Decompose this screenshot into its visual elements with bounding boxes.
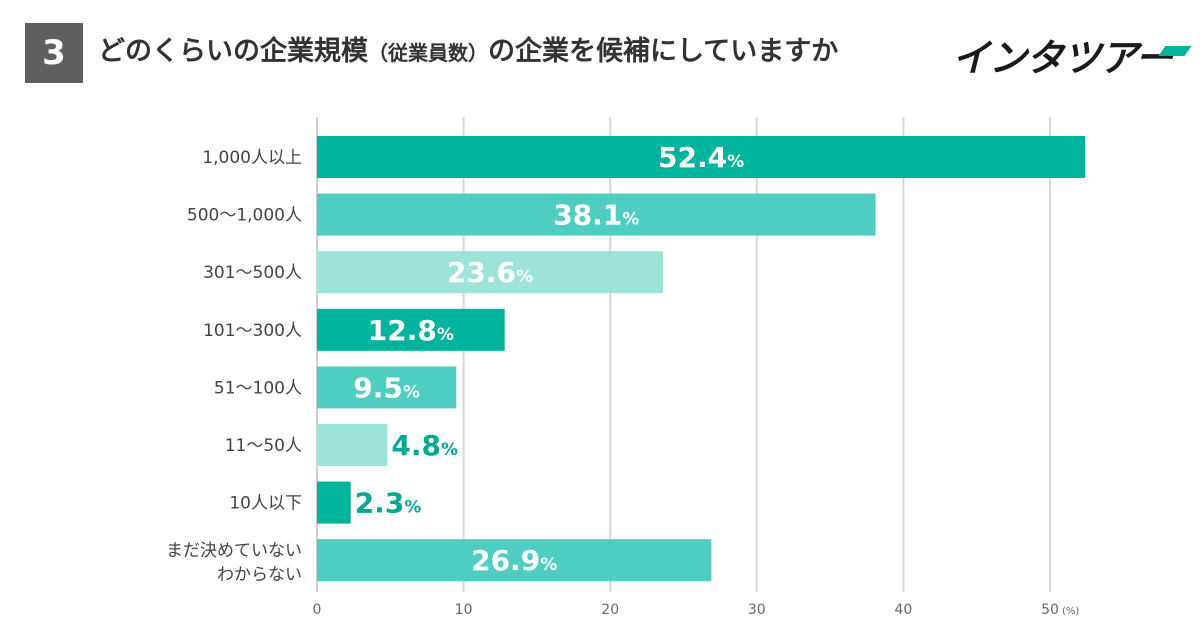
- data-label: 23.6%: [447, 256, 533, 289]
- tick-label: 40: [894, 602, 912, 618]
- data-label: 2.3%: [355, 487, 422, 520]
- tick-label: 30: [748, 602, 766, 618]
- data-label: 4.8%: [391, 429, 458, 462]
- data-label: 26.9%: [471, 544, 557, 577]
- bar: [317, 424, 388, 466]
- tick-label: 20: [601, 602, 619, 618]
- header: 3 どのくらいの企業規模（従業員数）の企業を候補にしていますか インタツアー: [0, 0, 1200, 100]
- data-label: 38.1%: [553, 199, 639, 232]
- tick-label: 10: [455, 602, 473, 618]
- bar: [317, 308, 505, 351]
- bar: [317, 251, 663, 294]
- data-label: 52.4%: [658, 141, 744, 174]
- category-label: まだ決めていない: [166, 541, 302, 561]
- title-tail: の企業を候補にしていますか: [488, 36, 839, 67]
- tick-label: 0: [313, 602, 322, 618]
- category-label: 10人以下: [229, 494, 302, 514]
- category-label: 51〜100人: [214, 378, 302, 398]
- bar: [317, 481, 351, 524]
- bar: [317, 136, 1086, 178]
- category-label: 500〜1,000人: [187, 206, 302, 226]
- tick-label: 50: [1041, 602, 1059, 618]
- category-label: 11〜50人: [225, 436, 302, 456]
- data-label: 12.8%: [368, 314, 454, 347]
- category-label: 101〜300人: [203, 321, 302, 341]
- category-label: 301〜500人: [203, 263, 302, 283]
- category-label: 1,000人以上: [202, 148, 302, 168]
- logo-text: インタツアー: [952, 35, 1173, 80]
- title-paren: （従業員数）: [368, 41, 488, 65]
- category-label: わからない: [217, 565, 302, 585]
- brand-logo: インタツアー: [952, 22, 1192, 86]
- bar: [317, 366, 457, 409]
- title-main: どのくらいの企業規模: [98, 36, 368, 67]
- question-number-badge: 3: [25, 23, 83, 83]
- bar: [317, 193, 876, 236]
- bar: [317, 539, 712, 582]
- axis-unit-label: (%): [1062, 606, 1079, 617]
- data-label: 9.5%: [353, 371, 420, 404]
- page-title: どのくらいの企業規模（従業員数）の企業を候補にしていますか: [98, 30, 838, 75]
